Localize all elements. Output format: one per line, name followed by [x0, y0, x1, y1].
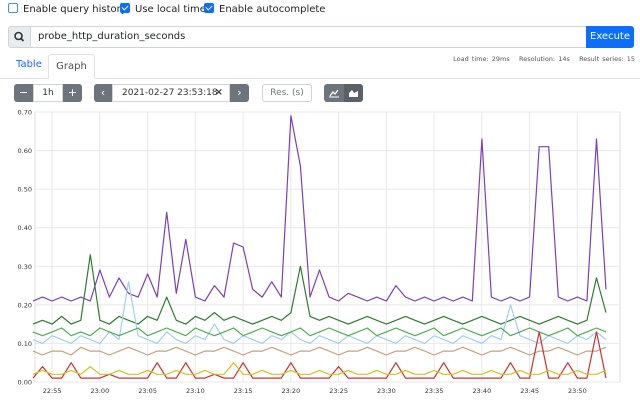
execute-button[interactable]: Execute: [586, 26, 634, 48]
y-tick-label: 0.60: [18, 147, 32, 155]
x-tick-label: 23:30: [377, 387, 396, 395]
y-tick-label: 0.30: [18, 263, 32, 271]
chart: 0.00 0.10 0.20 0.30 0.40 0.50 0.60 0.70 22:55 23:…: [18, 109, 621, 395]
stacked-off[interactable]: [324, 84, 344, 102]
option-local-time[interactable]: Use local time: [120, 3, 206, 17]
y-tick-label: 0.40: [18, 224, 32, 232]
x-tick-label: 23:00: [90, 387, 109, 395]
line-icon: [329, 89, 339, 98]
x-tick-label: 23:35: [425, 387, 444, 395]
series-line: [32, 115, 607, 302]
x-tick-label: 23:45: [520, 387, 539, 395]
search-icon: [8, 26, 31, 48]
option-query-history[interactable]: Enable query history: [8, 3, 127, 17]
stat: Resolution: 14s: [518, 55, 570, 63]
option-label: Use local time: [135, 4, 206, 15]
range-increase[interactable]: +: [63, 84, 82, 102]
range-decrease[interactable]: −: [14, 84, 33, 102]
stat: Load time: 29ms: [453, 55, 510, 63]
end-time-input[interactable]: 2021-02-27 23:53:18 ×: [112, 84, 230, 102]
series-line: [32, 254, 607, 325]
stacked-on[interactable]: [344, 84, 363, 102]
y-tick-label: 0.20: [18, 301, 32, 309]
time-back[interactable]: ‹: [94, 84, 112, 102]
x-tick-label: 23:25: [329, 387, 348, 395]
option-label: Enable autocomplete: [219, 4, 326, 15]
x-tick-label: 23:40: [472, 387, 491, 395]
stat: Result series: 15: [579, 55, 635, 63]
y-tick-label: 0.10: [18, 340, 32, 348]
y-tick-label: 0.70: [18, 109, 32, 117]
x-tick-label: 23:05: [138, 387, 157, 395]
stats: Load time: 29ms Resolution: 14s Result s…: [453, 55, 635, 63]
x-tick-label: 23:50: [568, 387, 587, 395]
x-tick-label: 23:20: [281, 387, 300, 395]
series-line: [32, 362, 607, 375]
series-line: [32, 281, 607, 344]
x-tick-label: 23:15: [234, 387, 253, 395]
tab-graph[interactable]: Graph: [48, 54, 95, 79]
range-input[interactable]: 1h: [33, 84, 63, 102]
x-tick-label: 22:55: [43, 387, 62, 395]
end-time: 2021-02-27 23:53:18: [122, 88, 218, 98]
series-line: [32, 327, 607, 337]
option-label: Enable query history: [23, 4, 127, 15]
resolution-input[interactable]: Res. (s): [262, 84, 312, 102]
magnifier: [14, 31, 25, 42]
series-line: [32, 331, 607, 379]
y-tick-label: 0.50: [18, 186, 32, 194]
query-input[interactable]: probe_http_duration_seconds: [31, 26, 587, 48]
x-tick-label: 23:10: [186, 387, 205, 395]
option-autocomplete[interactable]: Enable autocomplete: [204, 3, 325, 17]
y-tick-label: 0.00: [18, 379, 32, 387]
tab-rule: [0, 78, 640, 79]
area-icon: [349, 90, 358, 97]
series-line: [32, 346, 607, 356]
time-forward[interactable]: ›: [230, 84, 249, 102]
tab-table[interactable]: Table: [16, 59, 42, 70]
